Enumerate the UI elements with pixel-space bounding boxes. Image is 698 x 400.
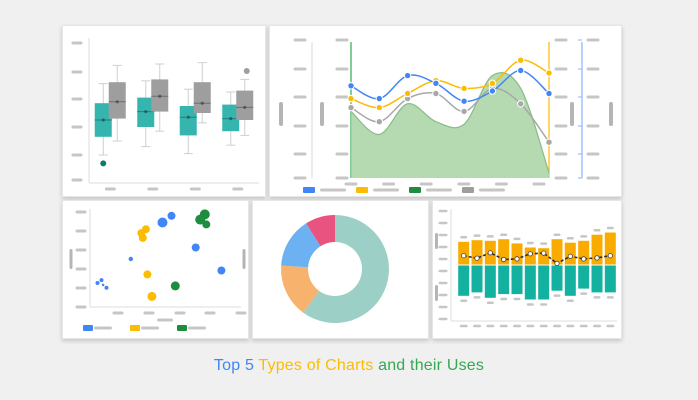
scatter-axes (69, 209, 247, 322)
donut-chart (281, 215, 389, 323)
top-row (62, 25, 622, 197)
panel-donut-chart (252, 200, 429, 339)
box-gray (151, 63, 169, 132)
scatter-series-blue (95, 211, 226, 290)
title-part-blue: Top 5 (213, 357, 259, 374)
combo-chart (279, 38, 613, 193)
panel-scatter-chart (62, 200, 249, 339)
bars-down-teal-bars (458, 265, 616, 300)
box-group (179, 62, 211, 155)
panel-area-line-chart (269, 25, 622, 197)
scatter-chart (69, 209, 247, 331)
donut-slice-blue (281, 223, 321, 268)
box-teal (179, 88, 197, 155)
donut-slice-orange (281, 265, 320, 313)
bars-up-yellow-bars (458, 232, 616, 265)
title-part-green: and their Uses (378, 357, 485, 374)
bar-labels (460, 226, 614, 306)
box-group (94, 64, 126, 156)
combo-axes (279, 38, 613, 186)
box-gray (108, 64, 126, 142)
box-gray (236, 78, 254, 136)
box-gray (193, 62, 211, 124)
chart-grid (62, 25, 622, 339)
scatter-series-green (170, 209, 211, 291)
scatter-series-yellow (137, 225, 157, 301)
donut-slice-pink (306, 215, 335, 247)
box-group (222, 78, 254, 146)
bars-axes (435, 209, 617, 328)
donut-slice-teal (303, 215, 389, 323)
box-teal (94, 83, 112, 156)
trend-line (461, 250, 613, 267)
panel-boxplot-chart (62, 25, 266, 197)
series-line-yellow (347, 56, 553, 112)
title-part-yellow: Types of Charts (258, 357, 379, 374)
panel-bar-line-chart (432, 200, 622, 339)
series-line-blue (347, 66, 553, 105)
boxplot-axes (71, 38, 259, 191)
scatter-legend (83, 325, 206, 331)
boxplot-chart (71, 38, 259, 191)
page-title: Top 5 Types of Charts and their Uses (0, 355, 698, 377)
box-group (137, 63, 169, 148)
donut-slices (281, 215, 389, 323)
bottom-row (62, 200, 622, 339)
box-outliers (100, 68, 250, 167)
bar-line-chart (435, 209, 617, 328)
series-area-green (350, 72, 550, 178)
combo-legend (303, 187, 505, 193)
